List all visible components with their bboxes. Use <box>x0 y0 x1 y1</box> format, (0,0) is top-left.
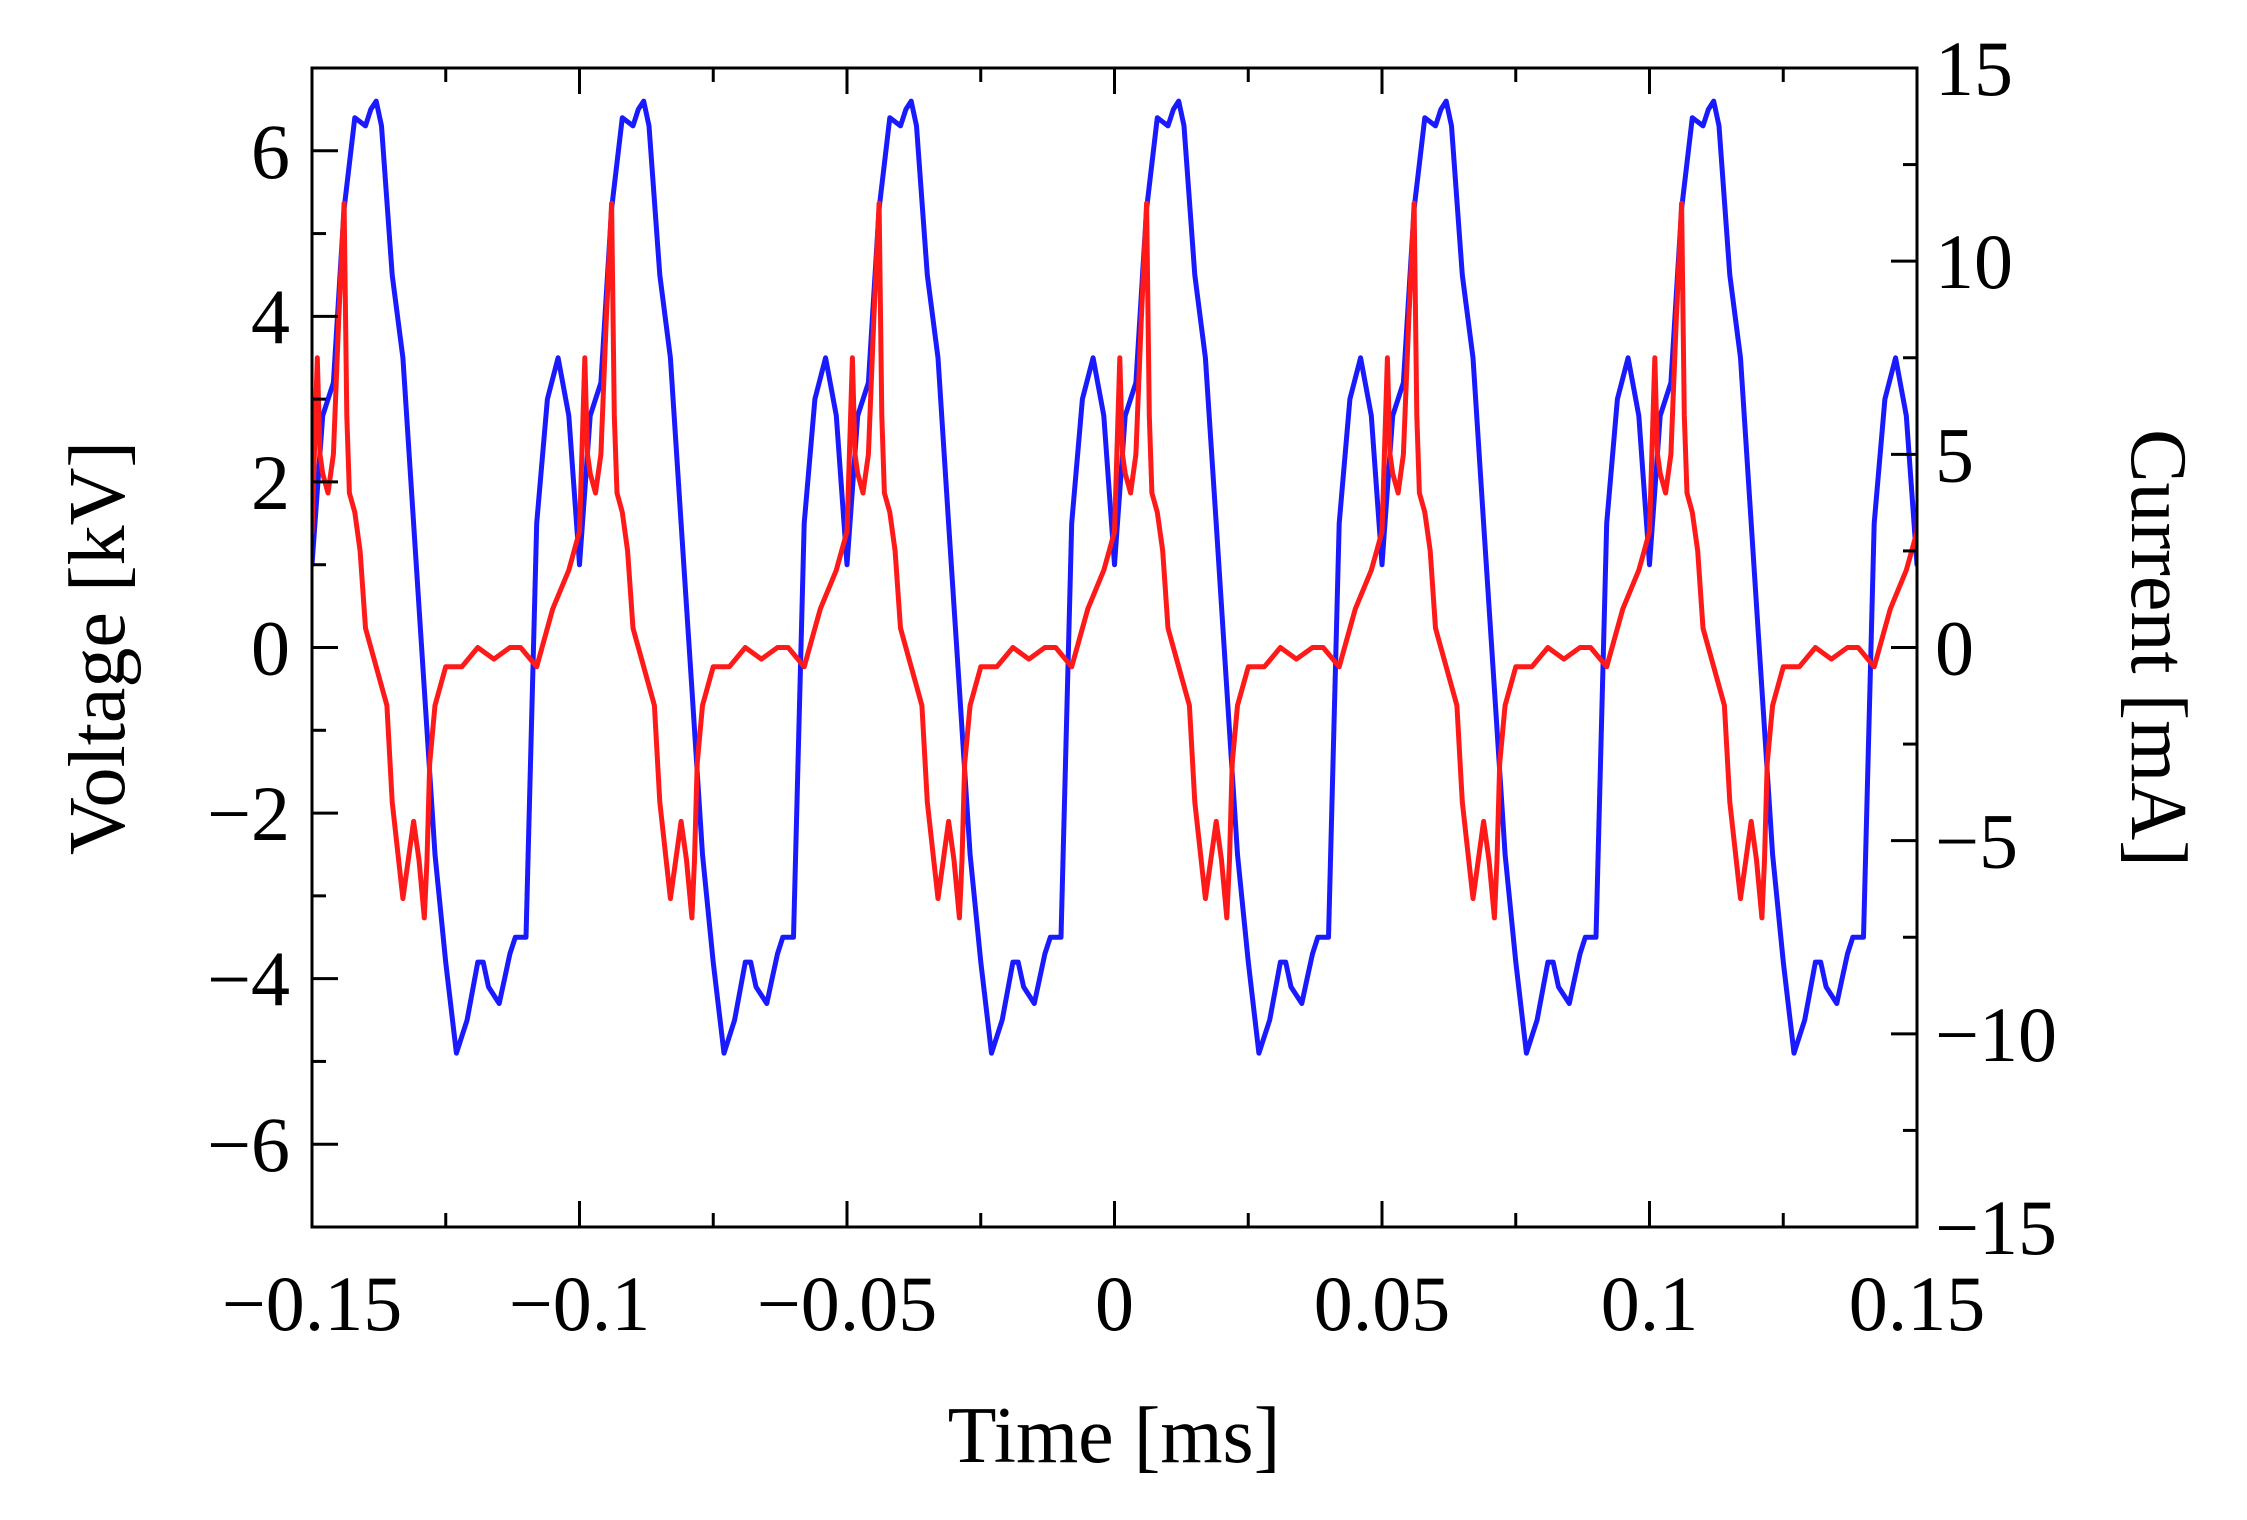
x-axis-title: Time [ms] <box>948 1392 1281 1480</box>
series-line-current <box>312 200 1917 921</box>
y-left-tick-label: 0 <box>251 605 290 692</box>
y-right-tick-label: 0 <box>1935 605 1974 692</box>
x-tick-label: 0.05 <box>1314 1260 1451 1347</box>
plot-frame <box>310 66 1919 1229</box>
y-left-tick-label: 2 <box>251 439 290 526</box>
x-tick-label: 0 <box>1095 1260 1134 1347</box>
y-left-tick-label: −4 <box>207 936 290 1023</box>
y-right-tick-label: −15 <box>1935 1184 2057 1271</box>
y-left-tick-label: 4 <box>251 273 290 360</box>
y-left-tick-label: −6 <box>207 1101 290 1188</box>
y-left-tick-label: −2 <box>207 770 290 857</box>
x-tick-label: 0.1 <box>1601 1260 1699 1347</box>
y-right-axis-title: Current [mA] <box>2114 429 2202 867</box>
x-tick-label: −0.1 <box>509 1260 651 1347</box>
y-left-axis-title: Voltage [kV] <box>54 441 142 855</box>
y-left-tick-label: 6 <box>251 108 290 195</box>
x-tick-label: −0.15 <box>222 1260 403 1347</box>
y-right-tick-label: −10 <box>1935 991 2057 1078</box>
series-line-voltage <box>312 98 1917 1056</box>
y-right-tick-label: 15 <box>1935 25 2013 112</box>
y-right-tick-label: 5 <box>1935 411 1974 498</box>
x-tick-label: 0.15 <box>1849 1260 1986 1347</box>
y-right-tick-label: 10 <box>1935 218 2013 305</box>
x-tick-label: −0.05 <box>757 1260 938 1347</box>
y-right-tick-label: −5 <box>1935 798 2018 885</box>
